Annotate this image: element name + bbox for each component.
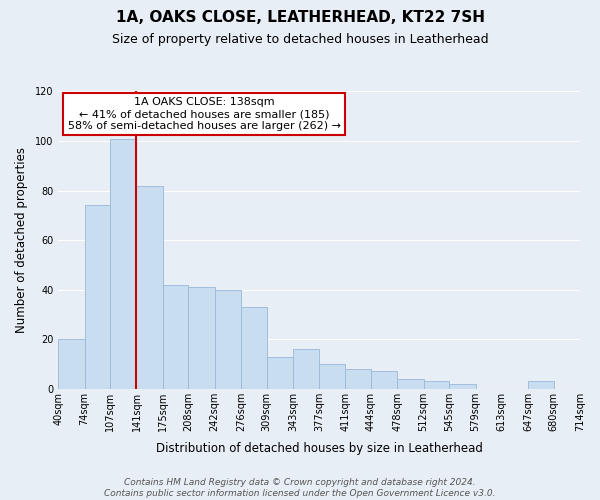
Bar: [371, 372, 397, 388]
Bar: [163, 284, 188, 389]
Bar: [319, 364, 346, 388]
Bar: [85, 206, 110, 388]
Bar: [397, 379, 424, 388]
Bar: [58, 339, 85, 388]
Text: Contains HM Land Registry data © Crown copyright and database right 2024.
Contai: Contains HM Land Registry data © Crown c…: [104, 478, 496, 498]
Text: 1A, OAKS CLOSE, LEATHERHEAD, KT22 7SH: 1A, OAKS CLOSE, LEATHERHEAD, KT22 7SH: [115, 10, 485, 25]
Bar: [528, 382, 554, 388]
Text: Size of property relative to detached houses in Leatherhead: Size of property relative to detached ho…: [112, 32, 488, 46]
Bar: [449, 384, 476, 388]
Bar: [346, 369, 371, 388]
Bar: [110, 138, 136, 388]
X-axis label: Distribution of detached houses by size in Leatherhead: Distribution of detached houses by size …: [156, 442, 482, 455]
Text: 1A OAKS CLOSE: 138sqm
← 41% of detached houses are smaller (185)
58% of semi-det: 1A OAKS CLOSE: 138sqm ← 41% of detached …: [68, 98, 341, 130]
Bar: [266, 356, 293, 388]
Bar: [424, 382, 449, 388]
Bar: [136, 186, 163, 388]
Bar: [215, 290, 241, 388]
Y-axis label: Number of detached properties: Number of detached properties: [15, 147, 28, 333]
Bar: [580, 384, 600, 388]
Bar: [241, 307, 266, 388]
Bar: [293, 349, 319, 389]
Bar: [188, 287, 215, 388]
